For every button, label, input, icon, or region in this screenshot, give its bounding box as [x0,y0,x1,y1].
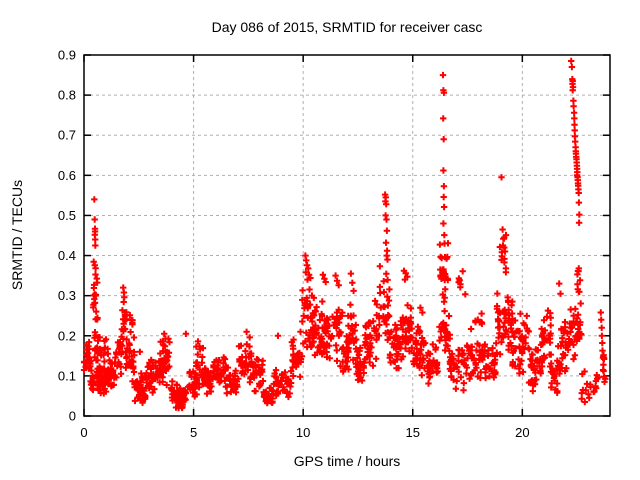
y-tick-label: 0.8 [58,88,76,103]
x-axis-label: GPS time / hours [294,453,401,469]
chart-title: Day 086 of 2015, SRMTID for receiver cas… [212,19,483,35]
x-tick-label: 0 [80,425,87,440]
tick-label-layer: 0 5 10 15 20 0 0.1 0.2 0.3 0.4 0.5 0.6 0.7 0.8 0.9 [58,48,530,441]
y-tick-label: 0.6 [58,168,76,183]
y-tick-label: 0.4 [58,248,76,263]
y-tick-label: 0.5 [58,208,76,223]
x-tick-label: 5 [190,425,197,440]
x-tick-label: 10 [296,425,310,440]
y-tick-label: 0.1 [58,368,76,383]
scatter-plus-markers [80,57,609,412]
y-tick-label: 0 [69,409,76,424]
y-tick-label: 0.7 [58,128,76,143]
axes-layer [83,54,611,417]
y-axis-label: SRMTID / TECUs [9,180,25,290]
x-tick-label: 20 [515,425,529,440]
x-tick-label: 15 [406,425,420,440]
y-tick-label: 0.2 [58,328,76,343]
data-points-layer [80,57,609,412]
y-tick-label: 0.9 [58,48,76,63]
plot-border [83,54,611,417]
y-tick-label: 0.3 [58,288,76,303]
